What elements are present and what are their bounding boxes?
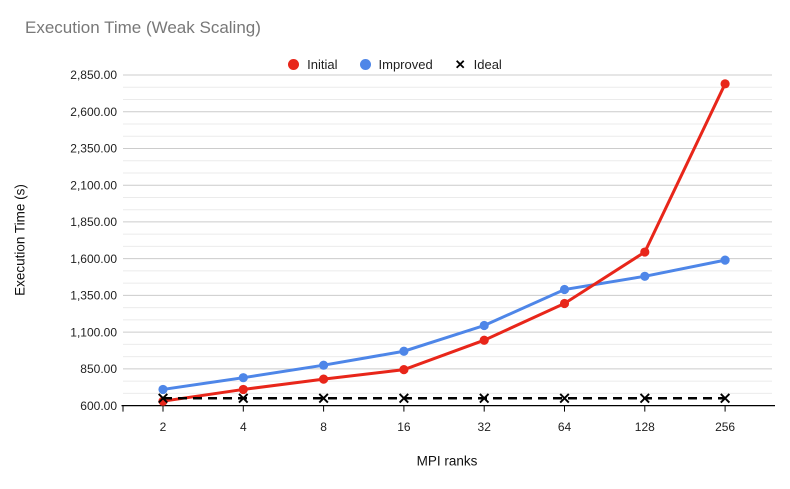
series-initial [158,79,730,406]
data-point-improved[interactable] [720,255,730,265]
data-point-initial[interactable] [559,298,570,309]
x-axis-labels: 2 4 8 16 32 64 128 256 [160,420,736,434]
x-tick-label: 256 [715,420,735,434]
x-tick-label: 8 [320,420,327,434]
data-point-ideal[interactable] [318,393,329,404]
data-point-ideal[interactable] [398,393,409,404]
improved-series-marker [359,58,371,70]
data-point-initial[interactable] [319,374,329,384]
legend-label-ideal: Ideal [473,56,502,72]
x-tick-label: 4 [240,420,247,434]
data-point-ideal[interactable] [479,393,490,404]
data-point-ideal[interactable] [559,393,570,404]
data-point-initial[interactable] [399,365,409,375]
x-axis-ticks [122,405,726,412]
y-axis-labels: 600.00 850.00 1,100.00 1,350.00 1,600.00 1,85… [70,68,117,413]
y-tick-label: 2,100.00 [70,178,117,192]
legend-label-initial: Initial [307,56,338,72]
data-point-improved[interactable] [319,360,329,370]
data-point-ideal[interactable] [238,393,249,404]
x-tick-label: 128 [635,420,655,434]
gridlines-minor [123,86,772,394]
data-point-ideal[interactable] [158,393,168,404]
y-tick-label: 600.00 [80,399,117,413]
chart-title: Execution Time (Weak Scaling) [25,18,261,37]
x-marker-icon: ✕ [454,56,466,72]
x-tick-label: 64 [558,420,572,434]
initial-series-marker [288,58,300,70]
data-point-initial[interactable] [640,247,650,257]
legend-item-initial[interactable]: Initial [288,56,338,72]
data-point-initial[interactable] [479,335,489,345]
series-line-improved [162,258,726,391]
y-tick-label: 2,850.00 [70,68,117,82]
x-tick-label: 2 [160,420,167,434]
y-tick-label: 850.00 [80,362,117,376]
gridlines-major [123,74,772,370]
series-ideal [158,393,731,404]
legend: Initial Improved ✕ Ideal [0,54,790,74]
y-tick-label: 1,600.00 [70,252,117,266]
data-point-ideal[interactable] [639,393,650,404]
data-point-improved[interactable] [640,271,650,281]
x-axis-title: MPI ranks [416,453,478,469]
data-point-ideal[interactable] [720,393,731,404]
legend-item-improved[interactable]: Improved [359,56,433,72]
x-tick-label: 16 [397,420,411,434]
data-point-improved[interactable] [559,284,570,295]
data-point-initial[interactable] [238,384,248,395]
y-tick-label: 1,350.00 [70,289,117,303]
y-tick-label: 2,350.00 [70,142,117,156]
y-tick-label: 1,100.00 [70,325,117,339]
y-tick-label: 2,600.00 [70,105,117,119]
y-tick-label: 1,850.00 [70,215,117,229]
data-point-improved[interactable] [399,346,409,356]
data-point-initial[interactable] [720,79,730,89]
data-point-improved[interactable] [158,384,168,395]
x-tick-label: 32 [478,420,492,434]
data-point-improved[interactable] [479,320,489,331]
legend-label-improved: Improved [378,56,433,72]
legend-item-ideal[interactable]: ✕ Ideal [455,57,502,72]
series-improved [158,255,730,395]
data-point-improved[interactable] [238,373,248,383]
series-line-initial [162,83,727,403]
